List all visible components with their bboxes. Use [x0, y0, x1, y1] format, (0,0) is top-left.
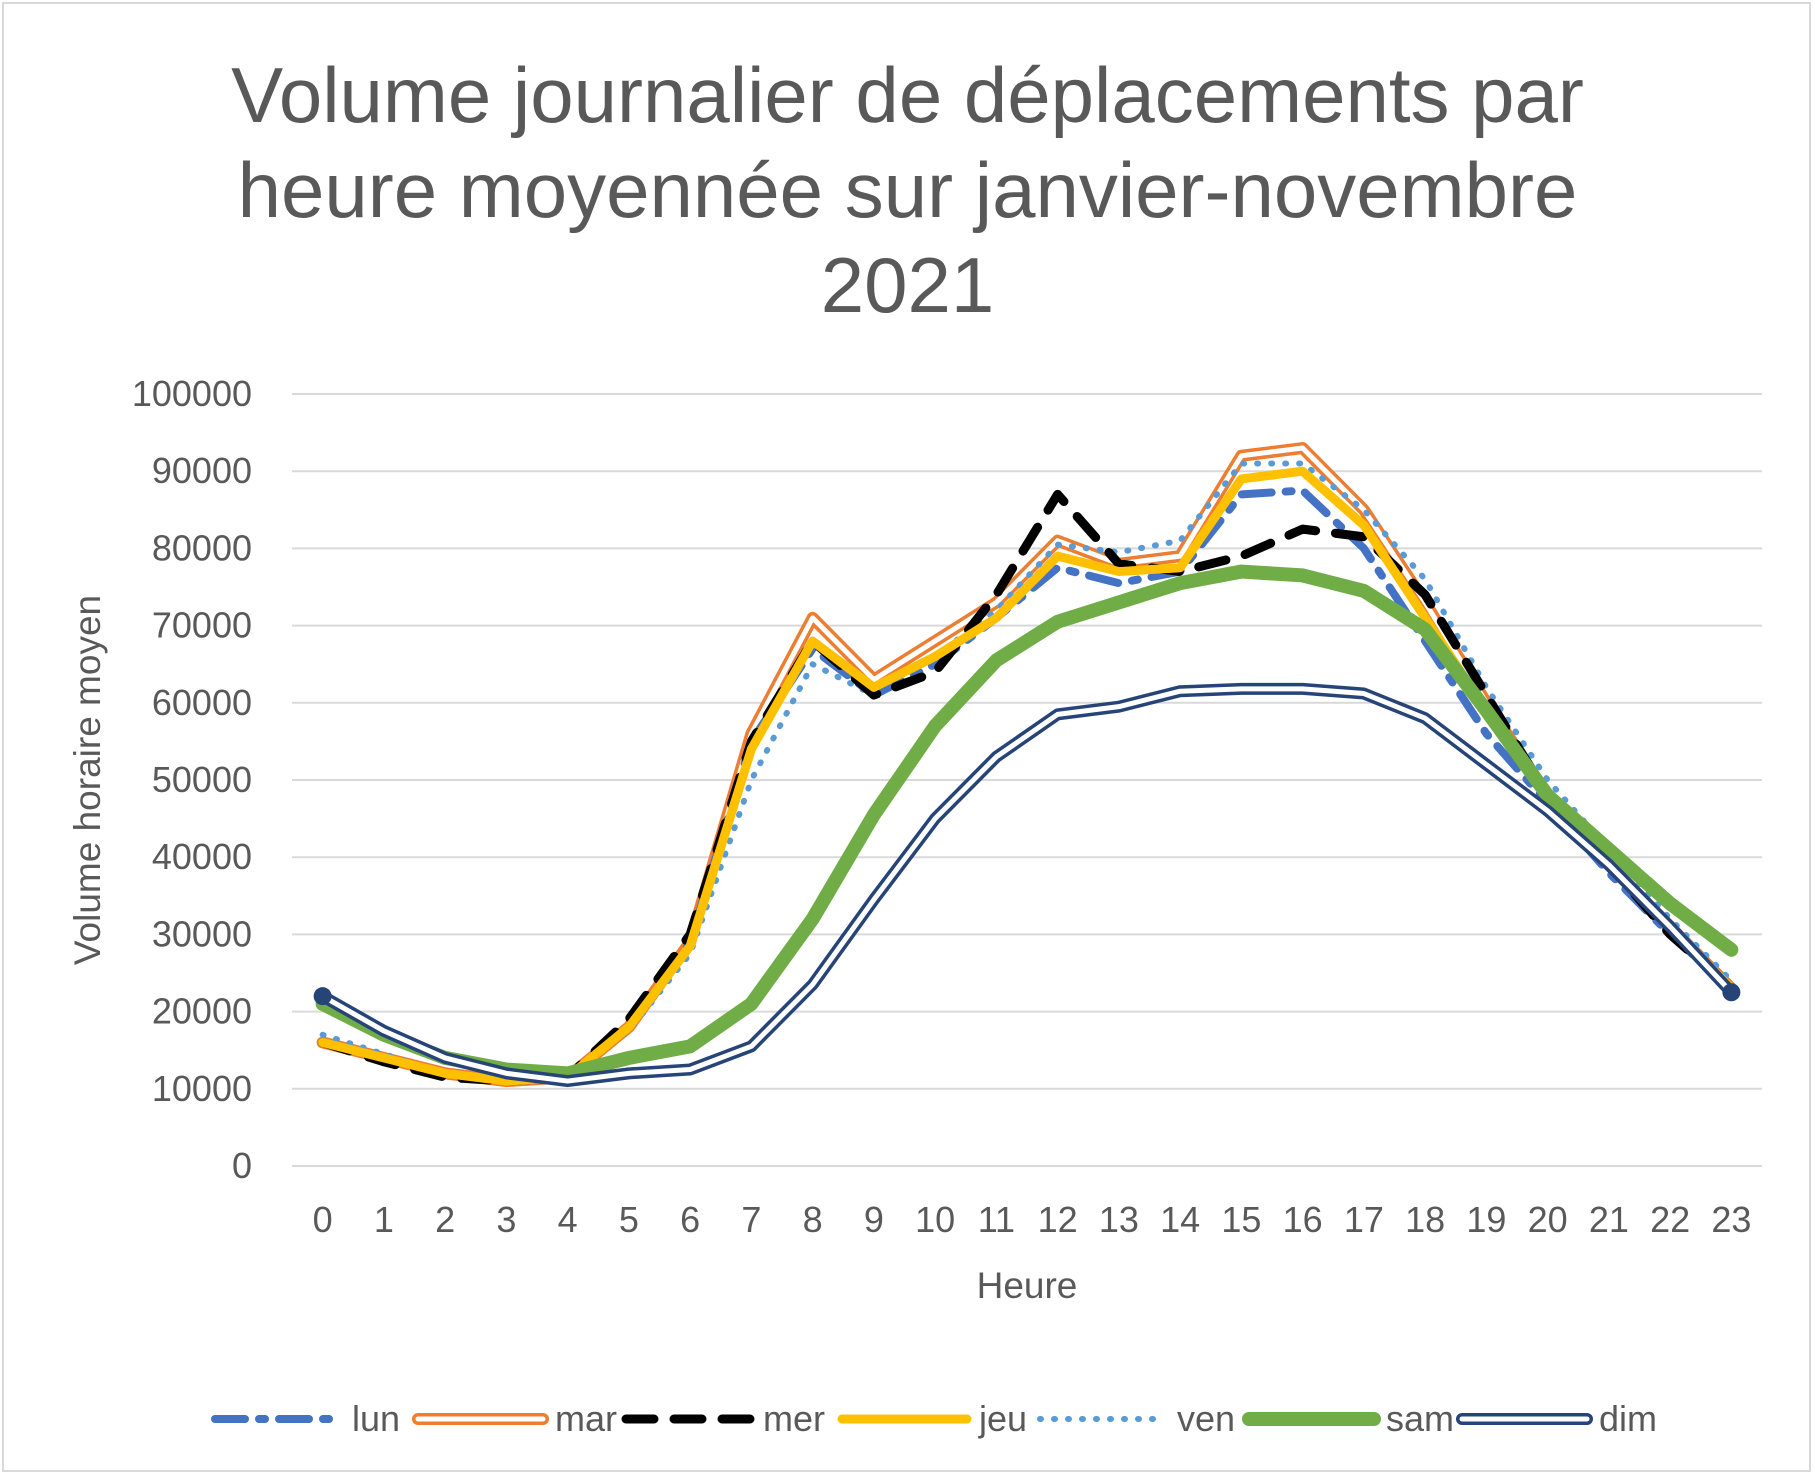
- x-tick-label: 2: [435, 1199, 455, 1240]
- x-axis-ticks: 0 1 2 3 4 5 6 7 8 9 10 11 12 13 14 15 16 17 18 19 20 21 22 23: [313, 1199, 1752, 1240]
- x-tick-label: 9: [864, 1199, 884, 1240]
- x-tick-label: 23: [1711, 1199, 1751, 1240]
- x-tick-label: 13: [1099, 1199, 1139, 1240]
- series-line-sam: [315, 564, 1739, 1081]
- series-line-jeu: [318, 466, 1736, 1086]
- x-tick-label: 0: [313, 1199, 333, 1240]
- y-tick-label: 80000: [152, 527, 252, 568]
- x-tick-label: 1: [374, 1199, 394, 1240]
- legend-item-mer: mer: [621, 1398, 825, 1439]
- legend-item-ven: ven: [1037, 1398, 1235, 1439]
- x-tick-label: 17: [1344, 1199, 1384, 1240]
- x-tick-label: 11: [978, 1199, 1015, 1240]
- x-tick-label: 16: [1283, 1199, 1323, 1240]
- legend-item-jeu: jeu: [837, 1398, 1027, 1439]
- legend-item-mar: mar: [412, 1398, 617, 1439]
- y-tick-label: 30000: [152, 913, 252, 954]
- legend: lun mar mer jeu ven sam dim: [211, 1398, 1657, 1439]
- legend-label-lun: lun: [352, 1398, 400, 1439]
- series-point-dim-end: [1722, 983, 1741, 1002]
- x-tick-label: 12: [1038, 1199, 1078, 1240]
- x-tick-label: 10: [915, 1199, 955, 1240]
- legend-item-dim: dim: [1456, 1398, 1657, 1439]
- series-dim: [313, 682, 1741, 1088]
- y-tick-label: 0: [232, 1145, 252, 1186]
- legend-label-jeu: jeu: [978, 1398, 1027, 1439]
- x-tick-label: 15: [1221, 1199, 1261, 1240]
- x-tick-label: 5: [619, 1199, 639, 1240]
- y-tick-label: 40000: [152, 836, 252, 877]
- chart-title: Volume journalier de déplacements par he…: [0, 48, 1815, 333]
- chart-title-line-1: Volume journalier de déplacements par: [231, 51, 1584, 139]
- y-axis-label: Volume horaire moyen: [67, 595, 108, 965]
- legend-label-mar: mar: [555, 1398, 617, 1439]
- x-axis-label: Heure: [977, 1265, 1078, 1306]
- legend-label-sam: sam: [1386, 1398, 1454, 1439]
- y-tick-label: 50000: [152, 759, 252, 800]
- series-lines: [313, 442, 1741, 1088]
- x-tick-label: 4: [558, 1199, 578, 1240]
- x-tick-label: 7: [741, 1199, 761, 1240]
- series-ven: [319, 460, 1735, 1085]
- legend-label-dim: dim: [1599, 1398, 1657, 1439]
- legend-item-lun: lun: [211, 1398, 400, 1439]
- chart-title-line-3: 2021: [820, 241, 995, 329]
- y-tick-label: 10000: [152, 1068, 252, 1109]
- y-tick-label: 70000: [152, 605, 252, 646]
- legend-label-ven: ven: [1177, 1398, 1235, 1439]
- series-point-dim-start: [313, 987, 332, 1006]
- y-tick-label: 100000: [132, 373, 252, 414]
- chart-title-line-2: heure moyennée sur janvier-novembre: [237, 146, 1578, 234]
- series-line-dim-inner: [320, 686, 1734, 1084]
- x-tick-label: 3: [496, 1199, 516, 1240]
- legend-item-sam: sam: [1242, 1398, 1454, 1439]
- x-tick-label: 8: [803, 1199, 823, 1240]
- x-tick-label: 19: [1466, 1199, 1506, 1240]
- series-sam: [315, 564, 1739, 1081]
- y-tick-label: 60000: [152, 682, 252, 723]
- series-line-ven: [319, 460, 1735, 1085]
- legend-label-mer: mer: [763, 1398, 825, 1439]
- x-tick-label: 21: [1589, 1199, 1629, 1240]
- y-tick-label: 90000: [152, 450, 252, 491]
- x-tick-label: 20: [1528, 1199, 1568, 1240]
- y-tick-label: 20000: [152, 991, 252, 1032]
- y-axis-ticks: 0 10000 20000 30000 40000 50000 60000 70000 8000…: [132, 373, 252, 1186]
- series-jeu: [318, 466, 1736, 1086]
- x-tick-label: 6: [680, 1199, 700, 1240]
- x-tick-label: 18: [1405, 1199, 1445, 1240]
- x-tick-label: 22: [1650, 1199, 1690, 1240]
- x-tick-label: 14: [1160, 1199, 1200, 1240]
